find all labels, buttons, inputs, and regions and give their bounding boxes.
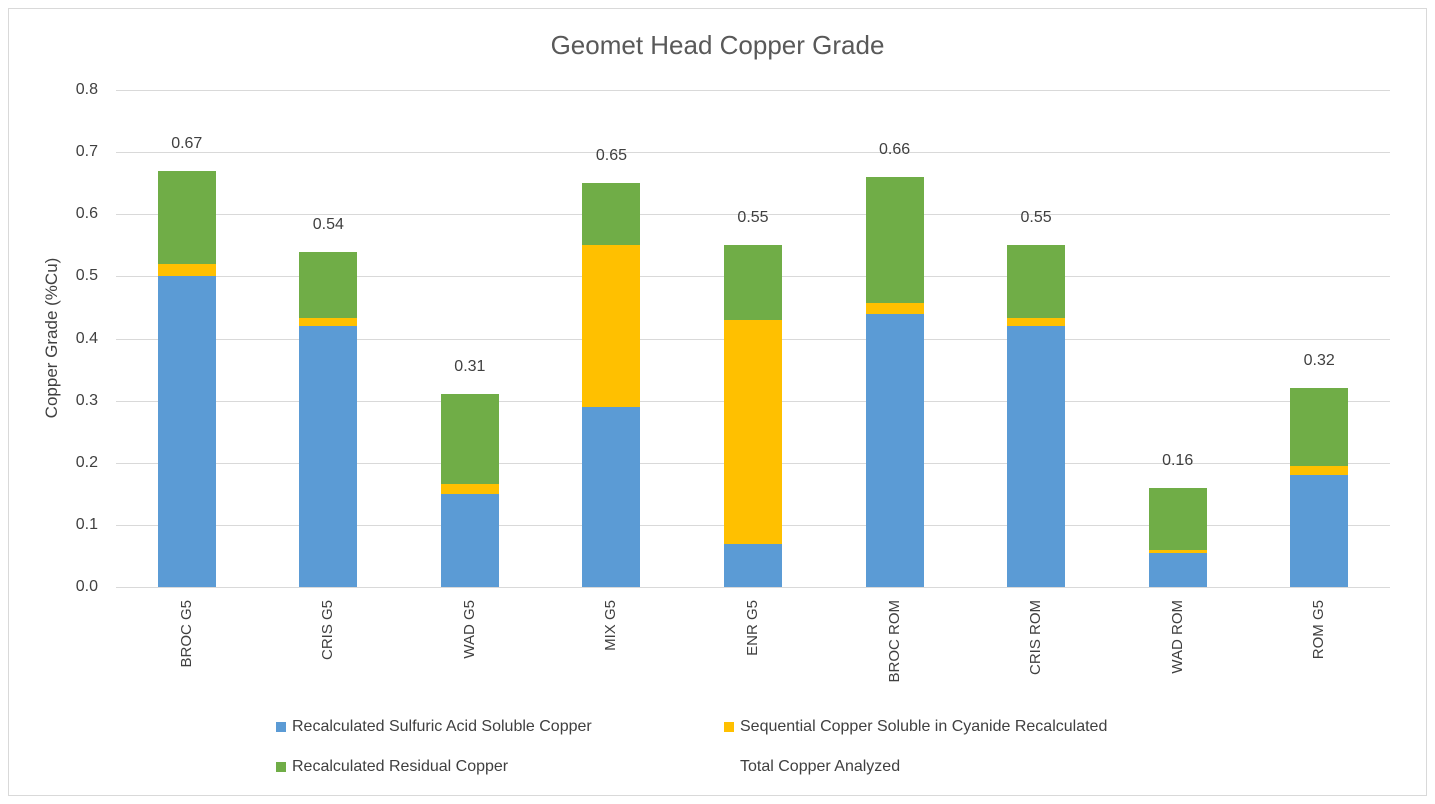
bar-segment	[724, 319, 782, 544]
bar-stack	[1007, 245, 1066, 587]
legend-label: Recalculated Residual Copper	[292, 758, 509, 775]
gridline	[116, 152, 1390, 154]
y-tick-label: 0.1	[75, 515, 98, 533]
legend-swatch	[724, 722, 734, 732]
x-tick-label: CRIS G5	[319, 600, 337, 661]
x-tick-label: ROM G5	[1310, 600, 1328, 660]
bar-stack	[157, 170, 216, 587]
x-tick-label: CRIS ROM	[1027, 600, 1045, 675]
legend-label: Recalculated Sulfuric Acid Soluble Coppe…	[292, 718, 592, 735]
legend-item-residual: Recalculated Residual Copper	[276, 758, 508, 776]
bar-segment	[582, 245, 641, 407]
bar-segment	[582, 406, 641, 587]
bar-segment	[440, 483, 499, 494]
data-label: 0.32	[1303, 352, 1335, 370]
data-label: 0.16	[1162, 451, 1194, 469]
y-tick-label: 0.5	[75, 267, 98, 285]
legend-swatch	[724, 762, 734, 772]
chart-title: Geomet Head Copper Grade	[550, 30, 885, 60]
bar-segment	[724, 543, 782, 587]
bar-stack	[299, 251, 358, 587]
gridline	[116, 587, 1390, 588]
y-tick-label: 0.4	[75, 329, 98, 347]
bar-stack	[1290, 388, 1349, 587]
legend-label: Total Copper Analyzed	[740, 758, 901, 775]
y-tick-label: 0.6	[75, 205, 98, 223]
y-tick-label: 0.2	[75, 453, 98, 471]
legend-item-total: Total Copper Analyzed	[724, 758, 900, 776]
bar-segment	[1290, 475, 1349, 587]
gridline	[116, 214, 1390, 216]
bar-segment	[1007, 318, 1066, 327]
x-tick-label: BROC ROM	[885, 600, 903, 683]
bar-segment	[1007, 326, 1066, 587]
bar-segment	[299, 318, 358, 327]
bar-segment	[865, 177, 924, 304]
data-label: 0.54	[312, 215, 344, 233]
bar-segment	[1290, 388, 1349, 466]
bar-segment	[1007, 245, 1066, 319]
bar-segment	[724, 245, 782, 320]
y-tick-label: 0.0	[75, 578, 98, 595]
bar-stack	[440, 394, 499, 587]
chart-frame	[8, 8, 1427, 796]
bar-segment	[157, 263, 216, 277]
data-label: 0.55	[1020, 209, 1052, 227]
y-tick-label: 0.3	[75, 391, 98, 409]
x-tick-label: ENR G5	[744, 600, 761, 656]
bar-segment	[865, 303, 924, 314]
data-label: 0.31	[454, 358, 486, 376]
data-label: 0.67	[171, 134, 203, 152]
bar-segment	[1148, 552, 1207, 587]
bar-segment	[440, 493, 499, 587]
bar-segment	[1148, 549, 1207, 553]
data-label: 0.65	[595, 147, 627, 165]
bar-stack	[865, 177, 924, 587]
bar-segment	[299, 251, 358, 319]
bar-segment	[157, 170, 216, 264]
y-tick-label: 0.7	[75, 143, 98, 161]
x-tick-label: WAD ROM	[1168, 600, 1186, 674]
x-tick-label: MIX G5	[602, 600, 620, 651]
bar-segment	[582, 183, 641, 246]
legend-item-cyanide: Sequential Copper Soluble in Cyanide Rec…	[724, 718, 1107, 736]
data-label: 0.55	[737, 209, 769, 227]
bar-segment	[1148, 487, 1207, 550]
data-label: 0.66	[878, 140, 911, 158]
bar-stack	[582, 183, 641, 587]
legend-item-sulfuric: Recalculated Sulfuric Acid Soluble Coppe…	[276, 718, 592, 736]
x-tick-label: BROC G5	[177, 600, 195, 668]
legend-label: Sequential Copper Soluble in Cyanide Rec…	[740, 718, 1108, 735]
bar-stack	[1148, 487, 1207, 587]
bar-segment	[299, 326, 358, 587]
bar-segment	[157, 276, 216, 587]
bar-segment	[865, 313, 924, 587]
legend-swatch	[276, 722, 286, 732]
plot-area: 0.67 0.54 0.31 0.65 0.55 0.66 0.55 0.16 0.32	[116, 90, 1390, 588]
bar-segment	[1290, 465, 1349, 476]
legend-swatch	[276, 762, 286, 772]
y-tick-label: 0.8	[75, 81, 98, 98]
gridline	[116, 90, 1390, 91]
bar-segment	[440, 394, 499, 484]
x-tick-label: WAD G5	[460, 600, 478, 659]
bar-stack	[724, 245, 782, 587]
